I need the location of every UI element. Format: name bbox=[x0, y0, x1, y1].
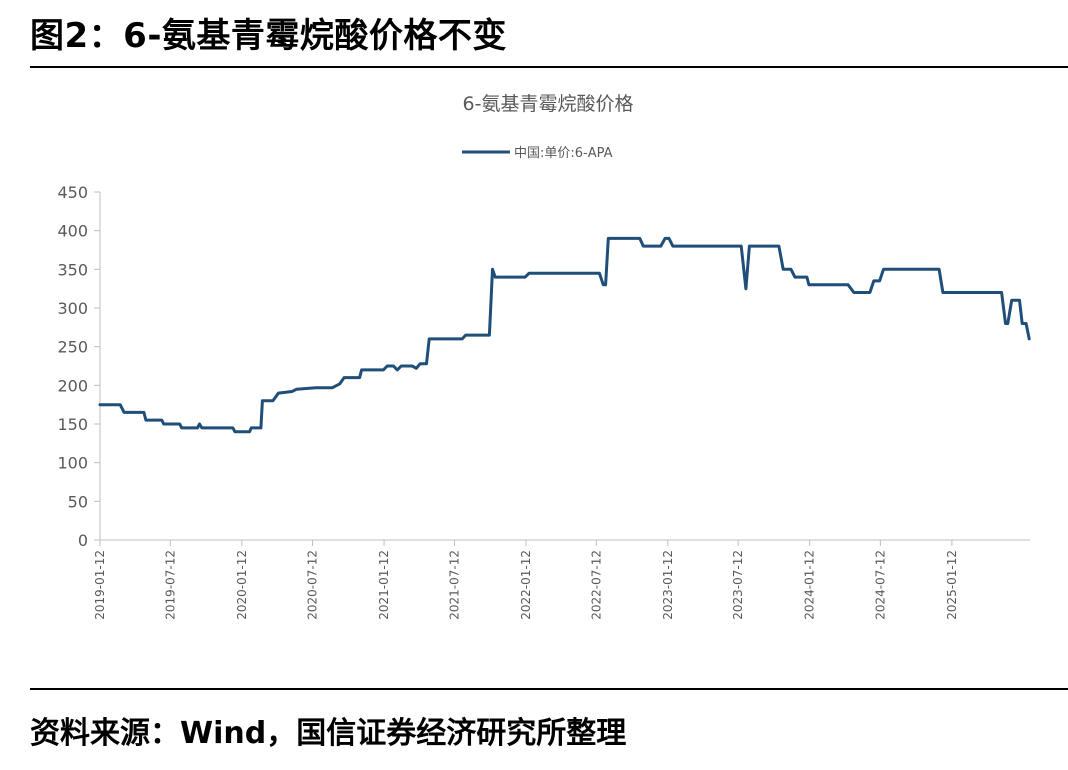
y-tick-label: 150 bbox=[57, 415, 88, 434]
chart-title: 6-氨基青霉烷酸价格 bbox=[463, 93, 634, 115]
x-tick-label: 2024-07-12 bbox=[873, 550, 887, 620]
y-tick-label: 100 bbox=[57, 454, 88, 473]
y-tick-label: 350 bbox=[57, 260, 88, 279]
x-tick-label: 2020-07-12 bbox=[306, 550, 320, 620]
legend: 中国:单价:6-APA bbox=[462, 146, 613, 161]
y-tick-label: 250 bbox=[57, 338, 88, 357]
x-tick-label: 2021-01-12 bbox=[377, 550, 391, 620]
series-line bbox=[98, 236, 1031, 434]
y-tick-label: 450 bbox=[57, 183, 88, 202]
y-tick-label: 200 bbox=[57, 376, 88, 395]
x-tick-label: 2021-07-12 bbox=[447, 550, 461, 620]
x-axis: 2019-01-12 2019-07-12 2020-01-12 2020-07-12… bbox=[93, 539, 1030, 620]
figure-title: 图2：6-氨基青霉烷酸价格不变 bbox=[30, 16, 507, 56]
y-tick-label: 50 bbox=[68, 492, 88, 511]
x-tick-label: 2020-01-12 bbox=[235, 550, 249, 620]
x-tick-label: 2025-01-12 bbox=[945, 550, 959, 620]
source-note: 资料来源：Wind，国信证券经济研究所整理 bbox=[30, 716, 627, 751]
top-divider bbox=[30, 66, 1068, 68]
legend-label: 中国:单价:6-APA bbox=[514, 146, 613, 161]
x-tick-label: 2019-01-12 bbox=[93, 550, 107, 620]
x-tick-label: 2023-01-12 bbox=[661, 550, 675, 620]
x-tick-label: 2023-07-12 bbox=[731, 550, 745, 620]
y-tick-label: 300 bbox=[57, 299, 88, 318]
plot-area bbox=[98, 236, 1031, 434]
x-tick-label: 2022-01-12 bbox=[519, 550, 533, 620]
y-tick-label: 400 bbox=[57, 222, 88, 241]
bottom-divider bbox=[30, 688, 1068, 690]
y-tick-label: 0 bbox=[78, 531, 88, 550]
x-tick-label: 2024-01-12 bbox=[803, 550, 817, 620]
y-axis: 0 50 100 150 200 250 300 350 400 450 bbox=[57, 183, 101, 550]
x-tick-label: 2022-07-12 bbox=[589, 550, 603, 620]
x-tick-label: 2019-07-12 bbox=[163, 550, 177, 620]
line-chart: 6-氨基青霉烷酸价格 中国:单价:6-APA 0 50 100 150 200 250 30… bbox=[57, 93, 1031, 620]
